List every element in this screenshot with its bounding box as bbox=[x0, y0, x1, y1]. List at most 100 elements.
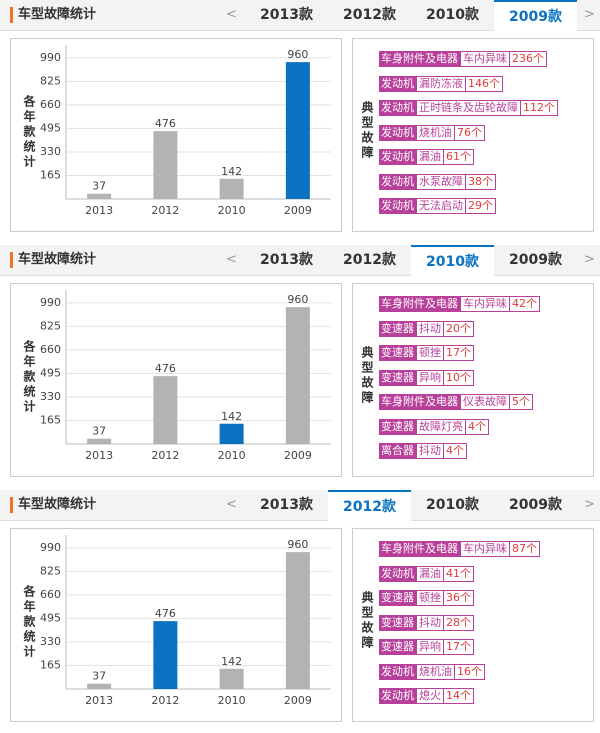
fault-item[interactable]: 变速器 顿挫 36个 bbox=[379, 590, 474, 606]
fault-item[interactable]: 变速器 故障灯亮 4个 bbox=[379, 418, 489, 435]
y-tick-label: 825 bbox=[40, 564, 61, 577]
year-tab[interactable]: 2009款 bbox=[494, 0, 577, 31]
year-tab[interactable]: 2010款 bbox=[426, 7, 479, 23]
value-label: 37 bbox=[92, 670, 106, 683]
next-arrow[interactable]: > bbox=[584, 497, 595, 512]
year-tab[interactable]: 2013款 bbox=[260, 7, 313, 23]
fault-label: 典型故障 bbox=[360, 591, 374, 651]
x-tick-label: 2009 bbox=[284, 694, 312, 707]
fault-count: 28个 bbox=[444, 614, 474, 631]
fault-item[interactable]: 发动机 水泵故障 38个 bbox=[379, 173, 496, 190]
prev-arrow[interactable]: < bbox=[226, 497, 237, 512]
fault-count: 146个 bbox=[466, 75, 503, 92]
fault-item[interactable]: 发动机 漏油 41个 bbox=[379, 565, 474, 582]
fault-item[interactable]: 发动机 熄火 14个 bbox=[379, 688, 474, 704]
panel: 车型故障统计 <2013款 2012款 2010款 2009款 > 各年款统计 165 330 4… bbox=[0, 245, 600, 485]
fault-part: 离合器 bbox=[379, 443, 416, 459]
fault-count: 41个 bbox=[444, 565, 474, 582]
fault-count: 14个 bbox=[444, 688, 474, 704]
fault-count: 112个 bbox=[521, 100, 558, 116]
chart: 165 330 495 660 825 990 37 2013 476 2012 142 2010 96… bbox=[40, 290, 331, 462]
next-arrow[interactable]: > bbox=[584, 7, 595, 22]
fault-part: 车身附件及电器 bbox=[379, 541, 460, 557]
bar bbox=[153, 131, 178, 199]
y-tick-label: 165 bbox=[40, 413, 61, 426]
fault-count: 4个 bbox=[444, 443, 467, 459]
chart-box: 各年款统计 165 330 495 660 825 990 37 2013 476 2012 142 2… bbox=[10, 528, 342, 722]
x-tick-label: 2010 bbox=[218, 694, 246, 707]
fault-count: 5个 bbox=[510, 394, 533, 410]
fault-problem: 仪表故障 bbox=[460, 394, 510, 410]
fault-count: 10个 bbox=[444, 369, 474, 386]
fault-item[interactable]: 变速器 顿挫 17个 bbox=[379, 345, 474, 361]
year-tab[interactable]: 2012款 bbox=[328, 490, 411, 521]
fault-problem: 抖动 bbox=[416, 443, 444, 459]
value-label: 960 bbox=[287, 538, 308, 551]
year-tab[interactable]: 2010款 bbox=[426, 497, 479, 513]
y-tick-label: 330 bbox=[40, 635, 61, 648]
bar bbox=[87, 193, 112, 199]
fault-item[interactable]: 变速器 抖动 20个 bbox=[379, 320, 474, 337]
fault-part: 变速器 bbox=[379, 614, 416, 631]
fault-label: 典型故障 bbox=[360, 101, 374, 161]
fault-count: 42个 bbox=[510, 296, 540, 312]
year-tab[interactable]: 2012款 bbox=[343, 7, 396, 23]
next-arrow[interactable]: > bbox=[584, 252, 595, 267]
fault-problem: 抖动 bbox=[416, 614, 444, 631]
fault-problem: 异响 bbox=[416, 369, 444, 386]
fault-item[interactable]: 发动机 漏防冻液 146个 bbox=[379, 75, 503, 92]
panel: 车型故障统计 <2013款 2012款 2010款 2009款 > 各年款统计 165 330 4… bbox=[0, 0, 600, 240]
fault-item[interactable]: 车身附件及电器 车内异味 87个 bbox=[379, 541, 540, 557]
fault-item[interactable]: 变速器 异响 10个 bbox=[379, 369, 474, 386]
fault-item[interactable]: 发动机 烧机油 76个 bbox=[379, 124, 485, 141]
fault-problem: 烧机油 bbox=[416, 124, 455, 141]
fault-item[interactable]: 离合器 抖动 4个 bbox=[379, 443, 467, 459]
value-label: 960 bbox=[287, 48, 308, 61]
value-label: 37 bbox=[92, 425, 106, 438]
x-tick-label: 2012 bbox=[151, 449, 179, 462]
fault-problem: 故障灯亮 bbox=[416, 418, 466, 435]
year-tab[interactable]: 2013款 bbox=[260, 252, 313, 268]
year-tab[interactable]: 2010款 bbox=[411, 245, 494, 276]
panel-title: 车型故障统计 bbox=[10, 497, 96, 513]
fault-part: 变速器 bbox=[379, 320, 416, 337]
year-tab[interactable]: 2013款 bbox=[260, 497, 313, 513]
fault-box: 典型故障 车身附件及电器 车内异味 87个 发动机 漏油 41个 变速器 顿挫 36个 变速器 抖动 2… bbox=[352, 528, 594, 722]
fault-item[interactable]: 发动机 漏油 61个 bbox=[379, 149, 474, 165]
fault-item[interactable]: 车身附件及电器 仪表故障 5个 bbox=[379, 394, 533, 410]
year-tab[interactable]: 2009款 bbox=[509, 252, 562, 268]
prev-arrow[interactable]: < bbox=[226, 252, 237, 267]
prev-arrow[interactable]: < bbox=[226, 7, 237, 22]
fault-count: 36个 bbox=[444, 590, 474, 606]
fault-problem: 异响 bbox=[416, 639, 444, 655]
fault-item[interactable]: 车身附件及电器 车内异味 236个 bbox=[379, 51, 547, 67]
fault-part: 变速器 bbox=[379, 345, 416, 361]
x-tick-label: 2009 bbox=[284, 449, 312, 462]
fault-item[interactable]: 发动机 无法启动 29个 bbox=[379, 198, 496, 214]
year-tab[interactable]: 2012款 bbox=[343, 252, 396, 268]
fault-count: 87个 bbox=[510, 541, 540, 557]
fault-item[interactable]: 发动机 烧机油 16个 bbox=[379, 663, 485, 680]
y-tick-label: 330 bbox=[40, 390, 61, 403]
fault-item[interactable]: 变速器 抖动 28个 bbox=[379, 614, 474, 631]
bar bbox=[153, 621, 178, 689]
fault-label: 典型故障 bbox=[360, 346, 374, 406]
year-tab[interactable]: 2009款 bbox=[509, 497, 562, 513]
fault-problem: 水泵故障 bbox=[416, 173, 466, 190]
fault-part: 变速器 bbox=[379, 639, 416, 655]
fault-part: 变速器 bbox=[379, 590, 416, 606]
x-tick-label: 2013 bbox=[85, 449, 113, 462]
y-tick-label: 990 bbox=[40, 296, 61, 309]
fault-item[interactable]: 变速器 异响 17个 bbox=[379, 639, 474, 655]
fault-part: 发动机 bbox=[379, 663, 416, 680]
fault-problem: 熄火 bbox=[416, 688, 444, 704]
bar bbox=[285, 552, 310, 689]
fault-item[interactable]: 发动机 正时链条及齿轮故障 112个 bbox=[379, 100, 558, 116]
fault-part: 车身附件及电器 bbox=[379, 51, 460, 67]
y-tick-label: 660 bbox=[40, 343, 61, 356]
bar bbox=[87, 683, 112, 689]
fault-item[interactable]: 车身附件及电器 车内异味 42个 bbox=[379, 296, 540, 312]
header: 车型故障统计 <2013款 2012款 2010款 2009款 > bbox=[0, 245, 600, 276]
header: 车型故障统计 <2013款 2012款 2010款 2009款 > bbox=[0, 490, 600, 521]
